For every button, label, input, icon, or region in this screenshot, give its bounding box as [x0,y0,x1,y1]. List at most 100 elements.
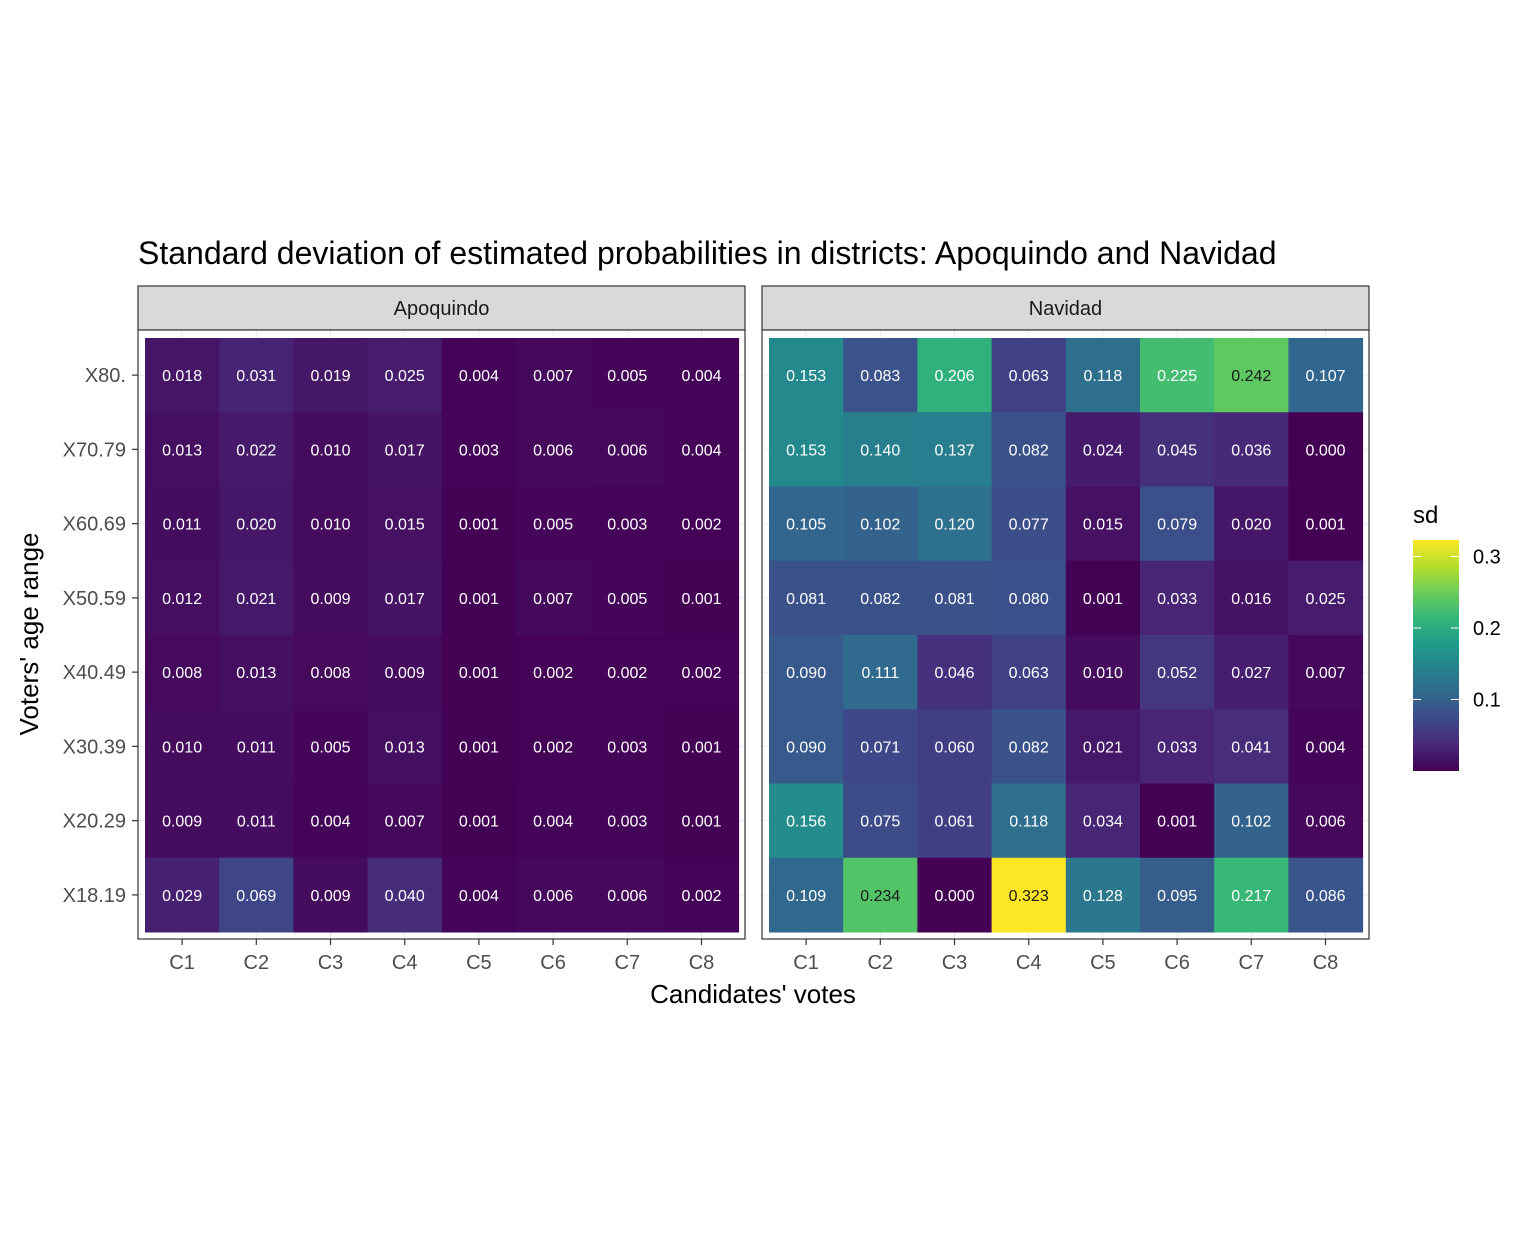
cell-value-label: 0.234 [860,888,900,905]
heatmap-cell [769,783,844,859]
heatmap-cell [516,412,591,487]
heatmap-cell [219,635,294,710]
y-tick-label: X70.79 [63,439,126,461]
heatmap-cell [145,338,220,413]
cell-value-label: 0.082 [1009,739,1049,756]
cell-value-label: 0.002 [681,665,721,682]
cell-value-label: 0.001 [1305,517,1345,534]
x-tick-label: C5 [1090,952,1116,974]
cell-value-label: 0.107 [1305,368,1345,385]
cell-value-label: 0.000 [1305,442,1345,459]
heatmap-cell [843,709,918,784]
heatmap-cell [1065,412,1141,487]
cell-value-label: 0.001 [459,739,499,756]
heatmap-cell [293,857,369,933]
legend-tick-label: 0.1 [1473,689,1501,711]
heatmap-cell [1214,783,1289,859]
heatmap-cell [590,486,665,562]
color-legend: sd 0.1 0.2 0.3 [1413,502,1501,771]
legend-title: sd [1413,502,1438,529]
cell-value-label: 0.002 [607,665,647,682]
cell-value-label: 0.005 [607,591,647,608]
cell-value-label: 0.005 [310,739,350,756]
cell-value-label: 0.002 [533,739,573,756]
heatmap-cell [917,486,993,562]
heatmap-cell [145,635,220,710]
heatmap-cell [590,857,665,933]
heatmap-cell [664,709,740,784]
cell-value-label: 0.013 [236,665,276,682]
cell-value-label: 0.001 [1157,814,1197,831]
heatmap-cell [293,486,369,562]
panel-border [137,329,746,940]
heatmap-cell [991,486,1067,562]
x-tick-label: C4 [392,952,418,974]
cell-value-label: 0.061 [934,814,974,831]
cell-value-label: 0.011 [237,814,276,831]
cell-value-label: 0.011 [237,739,276,756]
cell-value-label: 0.217 [1231,888,1271,905]
heatmap-cell [1288,783,1364,859]
cell-value-label: 0.025 [1305,591,1345,608]
heatmap-cell [516,783,591,859]
cell-value-label: 0.020 [1231,517,1271,534]
cell-value-label: 0.003 [459,442,499,459]
heatmap-cell [1214,709,1289,784]
heatmap-cell [769,709,844,784]
heatmap-cell [367,338,443,413]
heatmap-cell [1140,338,1215,413]
cell-value-label: 0.033 [1157,591,1197,608]
heatmap-cell [1288,338,1364,413]
heatmap-cell [843,486,918,562]
heatmap-cell [1140,635,1215,710]
cell-value-label: 0.008 [310,665,350,682]
heatmap-cell [917,338,993,413]
heatmap-cell [367,783,443,859]
cell-value-label: 0.004 [1305,739,1345,756]
y-tick-label: X60.69 [63,514,126,536]
heatmap-cell [991,560,1067,636]
cell-value-label: 0.077 [1009,517,1049,534]
cell-value-label: 0.111 [861,665,899,682]
cell-value-label: 0.033 [1157,739,1197,756]
cell-value-label: 0.005 [533,517,573,534]
cell-value-label: 0.040 [385,888,425,905]
heatmap-cell [991,635,1067,710]
cell-value-label: 0.063 [1009,368,1049,385]
cell-value-label: 0.006 [533,442,573,459]
cell-value-label: 0.000 [934,888,974,905]
heatmap-cell [1288,709,1364,784]
cell-value-label: 0.005 [607,368,647,385]
cell-value-label: 0.004 [533,814,573,831]
heatmap-cell [441,486,517,562]
cell-value-label: 0.025 [385,368,425,385]
x-tick-label: C7 [615,952,641,974]
heatmap-cell [219,783,294,859]
cell-value-label: 0.002 [681,517,721,534]
heatmap-cell [219,857,294,933]
x-tick-label: C7 [1239,952,1265,974]
heatmap-cell [441,338,517,413]
cell-value-label: 0.008 [162,665,202,682]
heatmap-cell [293,783,369,859]
heatmap-cell [293,560,369,636]
heatmap-cell [917,709,993,784]
heatmap-cell [367,857,443,933]
cell-value-label: 0.045 [1157,442,1197,459]
cell-value-label: 0.007 [533,368,573,385]
cell-value-label: 0.013 [162,442,202,459]
heatmap-cell [917,560,993,636]
cell-value-label: 0.004 [681,442,721,459]
cell-value-label: 0.001 [681,814,721,831]
heatmap-cell [367,560,443,636]
heatmap-cell [219,709,294,784]
cell-value-label: 0.006 [1305,814,1345,831]
cell-value-label: 0.007 [533,591,573,608]
cell-value-label: 0.020 [236,517,276,534]
heatmap-cell [843,857,918,933]
heatmap-cell [991,709,1067,784]
heatmap-panels: Apoquindo 0.018 0.031 0.019 0.025 0.004 0.007 0… [63,285,1370,974]
heatmap-cell [1214,486,1289,562]
heatmap-cell [917,857,993,933]
cell-value-label: 0.109 [786,888,826,905]
